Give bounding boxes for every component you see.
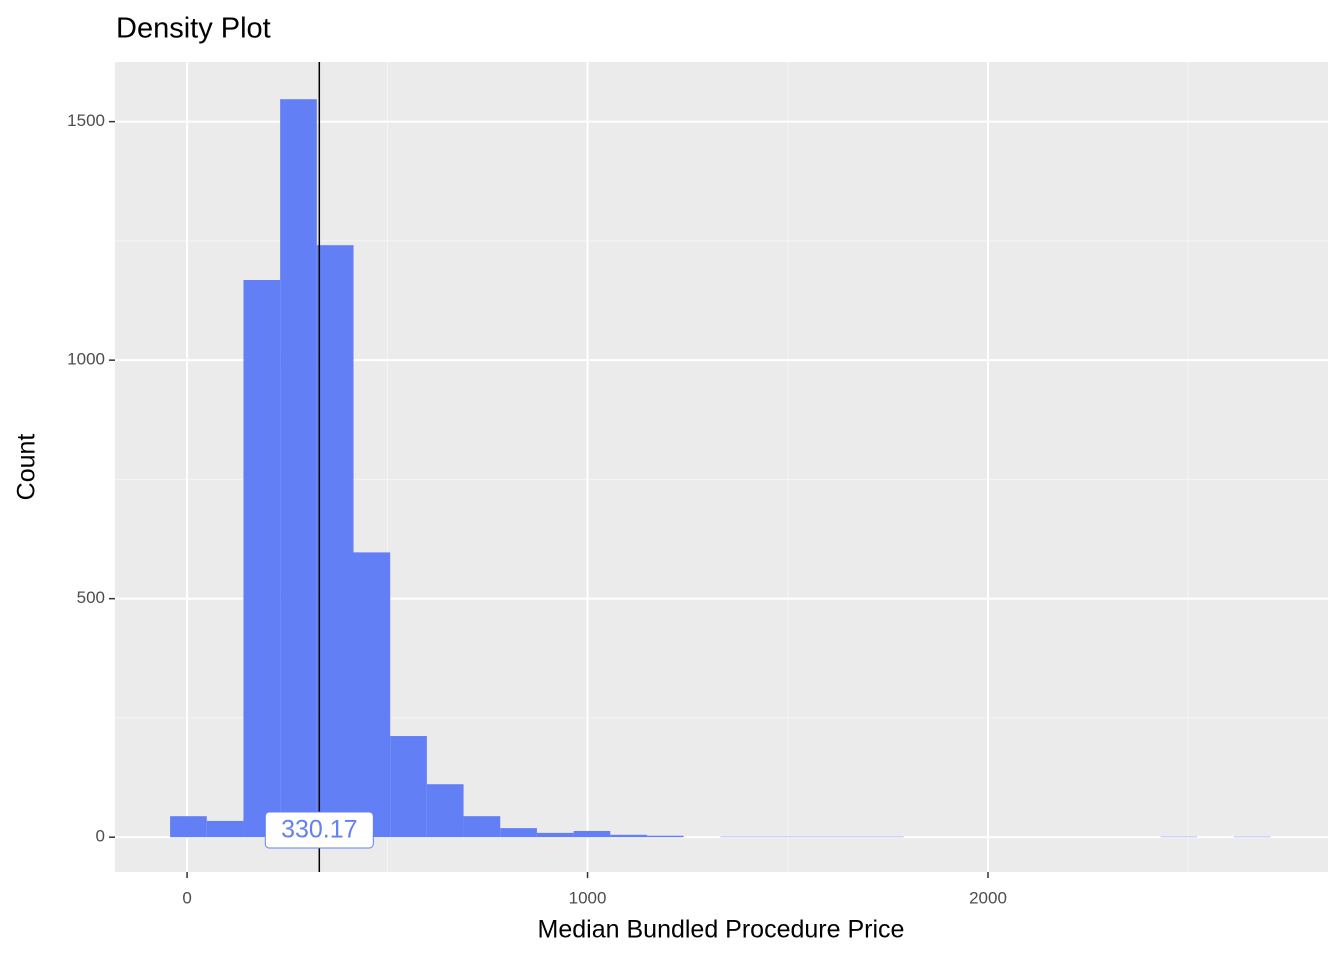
x-tick-label: 1000 [569, 888, 607, 907]
bar [426, 784, 464, 838]
bar [646, 835, 684, 838]
bar [243, 280, 281, 838]
chart-title: Density Plot [116, 13, 271, 45]
y-axis-label: Count [13, 434, 41, 501]
bar [206, 820, 244, 838]
reference-label: 330.17 [281, 816, 357, 844]
y-tick-label: 1500 [67, 111, 105, 130]
bar [316, 245, 354, 838]
bar [573, 830, 611, 838]
bar [170, 816, 207, 838]
bar [463, 816, 501, 838]
bar [280, 99, 317, 838]
reference-label-box [264, 811, 374, 849]
y-tick-label: 0 [96, 827, 105, 846]
x-tick-label: 0 [182, 888, 191, 907]
bar [353, 552, 391, 838]
bar [500, 828, 537, 838]
y-tick-label: 500 [77, 588, 105, 607]
y-tick-label: 1000 [67, 350, 105, 369]
bar [536, 832, 574, 838]
x-axis-label: Median Bundled Procedure Price [538, 916, 905, 944]
bar [390, 736, 427, 838]
bar [610, 834, 647, 838]
x-tick-label: 2000 [969, 888, 1007, 907]
